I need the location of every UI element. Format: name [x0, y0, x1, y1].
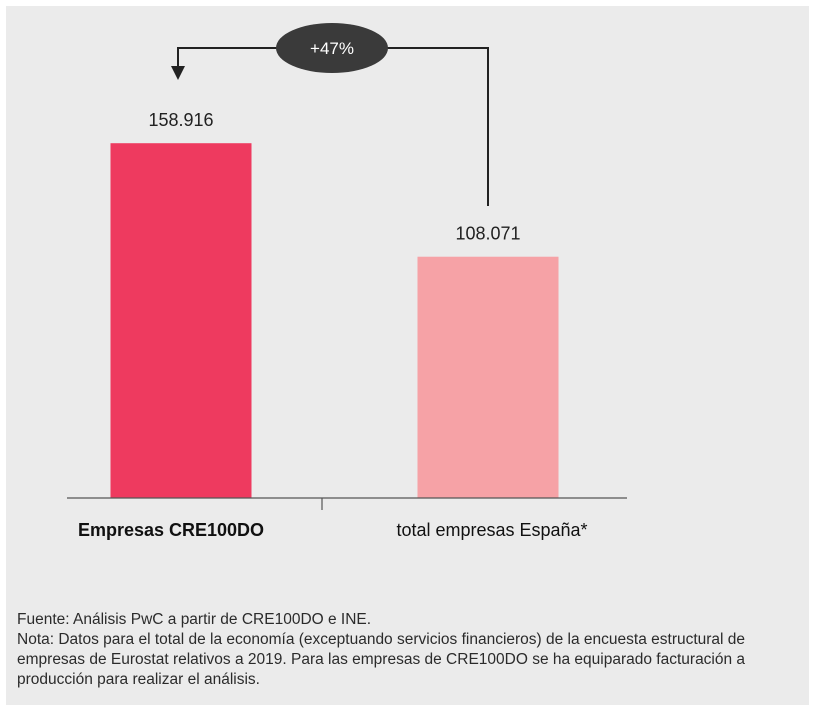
category-label-1: Empresas CRE100DO: [78, 520, 264, 540]
percent-badge-label: +47%: [310, 39, 354, 58]
chart-notes: Fuente: Análisis PwC a partir de CRE100D…: [17, 610, 807, 690]
bar-2: [417, 256, 559, 498]
bar-value-label-2: 108.071: [455, 224, 520, 244]
bars-group: [110, 143, 559, 498]
bar-1: [110, 143, 252, 498]
bar-value-label-1: 158.916: [148, 110, 213, 130]
methodology-note: Nota: Datos para el total de la economía…: [17, 631, 746, 688]
source-note: Fuente: Análisis PwC a partir de CRE100D…: [17, 611, 372, 628]
category-label-2: total empresas España*: [396, 520, 587, 540]
percent-badge: [276, 23, 388, 73]
labels-group: 158.916 Empresas CRE100DO 108.071 total emp…: [78, 110, 588, 540]
percent-annotation: +47%: [171, 23, 489, 206]
annotation-arrowhead: [171, 66, 185, 80]
